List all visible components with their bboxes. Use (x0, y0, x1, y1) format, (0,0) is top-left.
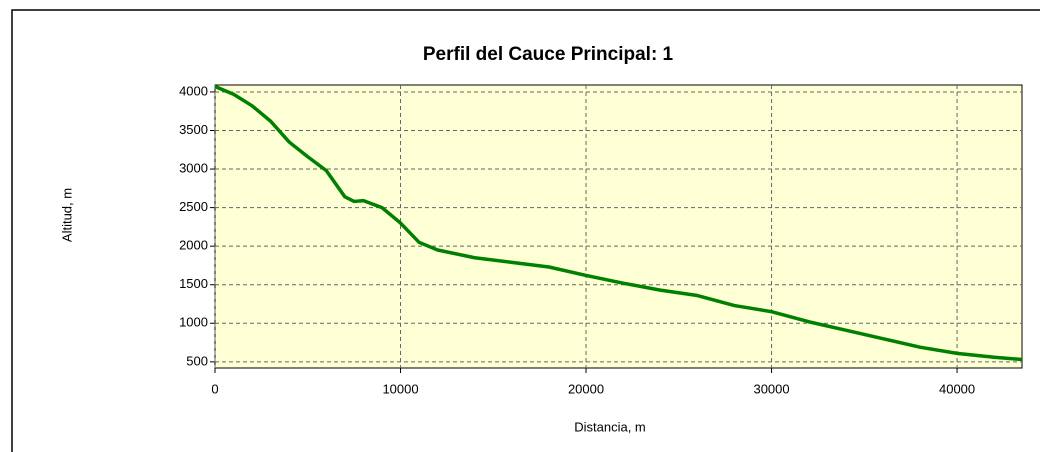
x-tick-label: 30000 (753, 381, 789, 396)
y-tick-label: 1000 (179, 315, 208, 330)
x-tick-label: 10000 (382, 381, 418, 396)
x-tick-label: 40000 (939, 381, 975, 396)
y-tick-label: 500 (186, 353, 208, 368)
x-axis-label: Distancia, m (574, 419, 646, 434)
y-tick-label: 2500 (179, 199, 208, 214)
y-tick-label: 3500 (179, 122, 208, 137)
chart-title: Perfil del Cauce Principal: 1 (423, 44, 674, 65)
y-tick-label: 1500 (179, 276, 208, 291)
y-tick-label: 3000 (179, 160, 208, 175)
line (214, 84, 1023, 362)
x-tick-label: 20000 (568, 381, 604, 396)
y-tick-label: 4000 (179, 83, 208, 98)
y-axis-label: Altitud, m (59, 188, 74, 242)
y-tick-label: 2000 (179, 238, 208, 253)
x-tick-label: 0 (211, 381, 218, 396)
plot-area (214, 84, 1023, 369)
